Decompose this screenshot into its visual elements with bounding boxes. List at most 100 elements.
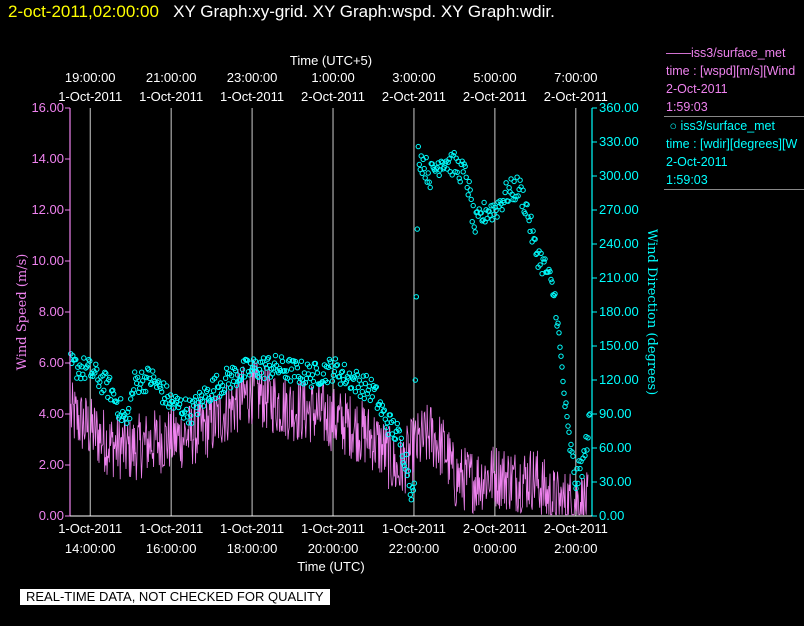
grid-lines xyxy=(89,108,577,516)
y-tick-label-left: 10.00 xyxy=(31,253,64,268)
wind-direction-point xyxy=(381,407,387,413)
wind-direction-point xyxy=(478,210,484,216)
wind-direction-point xyxy=(124,420,130,426)
wind-direction-point xyxy=(361,395,367,402)
y-axis-title-left: Wind Speed (m/s) xyxy=(15,254,30,371)
wind-direction-point xyxy=(94,366,100,372)
wind-direction-point xyxy=(403,451,409,458)
legend-item-wdir-field: time : [wdir][degrees][W xyxy=(666,137,798,151)
y-tick-label-left: 4.00 xyxy=(39,406,64,421)
wind-direction-point xyxy=(407,492,413,498)
wind-direction-point xyxy=(96,383,102,390)
y-tick-label-left: 16.00 xyxy=(31,100,64,115)
wind-direction-point xyxy=(233,382,240,389)
wind-direction-point xyxy=(191,397,198,403)
wind-direction-point xyxy=(369,394,375,400)
wind-direction-point xyxy=(525,214,531,220)
wind-direction-point xyxy=(549,279,555,285)
wind-speed-line xyxy=(70,359,589,516)
wind-direction-point xyxy=(415,143,421,150)
wind-direction-point xyxy=(373,384,379,390)
wind-direction-point xyxy=(284,375,291,381)
x-tick-top-date: 1-Oct-2011 xyxy=(139,89,203,104)
wind-direction-point xyxy=(502,189,508,196)
wind-direction-point xyxy=(561,390,567,396)
wind-direction-point xyxy=(283,368,290,374)
wind-direction-point xyxy=(437,167,443,173)
wind-direction-point xyxy=(394,420,400,427)
wind-direction-point xyxy=(320,371,327,377)
wind-direction-point xyxy=(101,387,107,393)
y-tick-label-left: 8.00 xyxy=(39,304,64,319)
wind-direction-point xyxy=(380,408,386,414)
wind-direction-point xyxy=(471,224,477,230)
wind-direction-point xyxy=(390,418,396,424)
wind-direction-point xyxy=(114,399,120,405)
legend-item-wdir-name: ○ iss3/surface_met xyxy=(666,119,775,133)
y-tick-label-left: 2.00 xyxy=(39,457,64,472)
wind-direction-point xyxy=(352,389,359,395)
wind-direction-point xyxy=(219,382,226,389)
wind-direction-point xyxy=(581,448,587,454)
wind-direction-point xyxy=(466,178,472,185)
wind-direction-point xyxy=(465,192,471,198)
x-tick-bottom-time: 20:00:00 xyxy=(308,541,359,556)
wind-direction-point xyxy=(554,323,560,329)
wind-direction-point xyxy=(126,405,132,412)
title-bar: 2-oct-2011,02:00:00 XY Graph:xy-grid. XY… xyxy=(8,2,555,22)
wind-direction-point xyxy=(333,363,340,369)
wind-direction-point xyxy=(510,196,516,203)
wind-direction-point xyxy=(292,358,299,365)
wind-direction-point xyxy=(331,368,338,375)
wind-direction-point xyxy=(560,378,566,385)
legend-separator-bottom xyxy=(664,189,804,190)
wind-direction-point xyxy=(538,250,544,257)
wind-direction-point xyxy=(422,175,428,181)
wind-direction-point xyxy=(279,358,286,365)
wind-direction-point xyxy=(470,202,476,209)
wind-direction-point xyxy=(141,388,147,395)
wind-direction-point xyxy=(337,381,344,387)
wind-direction-point xyxy=(227,385,234,391)
wind-direction-point xyxy=(564,413,570,420)
wind-direction-point xyxy=(82,375,88,381)
wind-direction-point xyxy=(313,365,320,371)
x-tick-top-time: 19:00:00 xyxy=(65,70,116,85)
wind-direction-point xyxy=(379,402,385,408)
wind-direction-point xyxy=(177,397,184,403)
wind-direction-point xyxy=(548,276,554,283)
wind-direction-point xyxy=(306,364,313,370)
legend-line-swatch: —— xyxy=(666,46,691,60)
wind-direction-point xyxy=(526,217,532,224)
x-tick-top-date: 1-Oct-2011 xyxy=(220,89,284,104)
wind-direction-point xyxy=(255,374,262,381)
wind-direction-point xyxy=(481,199,487,206)
wind-direction-point xyxy=(457,179,463,185)
wind-direction-point xyxy=(585,435,591,441)
wind-direction-point xyxy=(230,378,237,384)
wind-direction-point xyxy=(73,356,79,363)
wind-direction-point xyxy=(566,429,572,435)
wind-direction-point xyxy=(270,365,277,371)
wind-direction-point xyxy=(244,357,251,364)
x-tick-bottom-date: 2-Oct-2011 xyxy=(463,521,527,536)
wind-direction-point xyxy=(293,361,300,367)
x-axis-title-bottom: Time (UTC) xyxy=(297,559,364,574)
x-tick-top-time: 5:00:00 xyxy=(473,70,516,85)
legend-item-wdir-time: 1:59:03 xyxy=(666,173,708,187)
x-tick-bottom-date: 1-Oct-2011 xyxy=(139,521,203,536)
wind-direction-point xyxy=(405,468,411,474)
wind-direction-point xyxy=(572,480,578,486)
wind-direction-point xyxy=(467,187,473,193)
y-tick-label-right: 120.00 xyxy=(599,372,639,387)
wind-direction-point xyxy=(87,358,93,364)
wind-direction-point xyxy=(164,383,170,389)
wind-direction-point xyxy=(413,294,419,300)
wind-direction-point xyxy=(563,400,569,406)
wind-direction-point xyxy=(412,377,418,383)
wind-direction-point xyxy=(161,380,167,386)
wind-direction-point xyxy=(426,179,432,185)
wind-direction-point xyxy=(524,201,530,208)
wind-direction-point xyxy=(383,424,389,431)
wind-direction-point xyxy=(397,442,403,448)
